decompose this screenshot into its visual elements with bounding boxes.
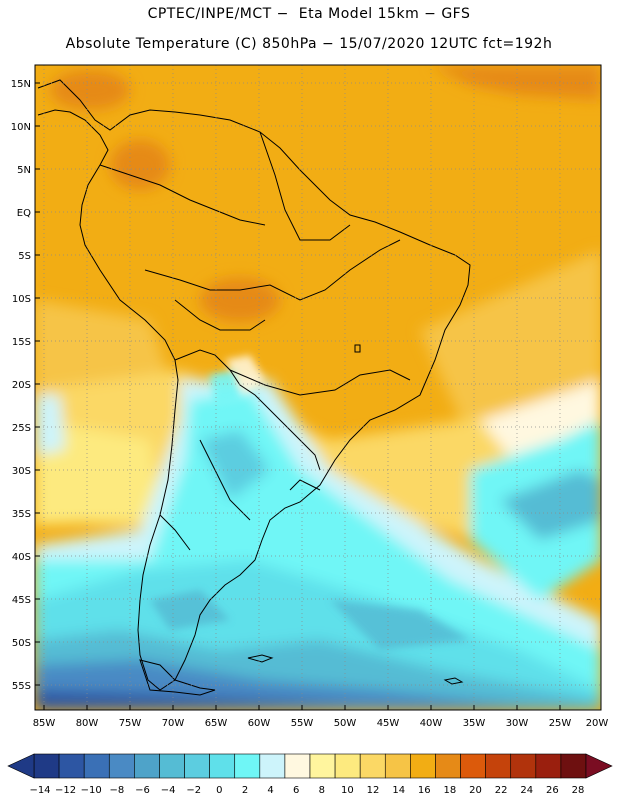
lat-label: 45S [12, 595, 31, 606]
colorbar-label: 12 [367, 785, 380, 796]
colorbar-label: 14 [392, 785, 405, 796]
colorbar-label: −14 [29, 785, 50, 796]
colorbar-label: −4 [161, 785, 176, 796]
map-frame [34, 64, 602, 711]
lat-label: 10S [12, 294, 31, 305]
colorbar-label: 18 [444, 785, 457, 796]
lon-label: 40W [420, 718, 443, 729]
colorbar-label: 24 [520, 785, 533, 796]
colorbar-label: 6 [293, 785, 299, 796]
colorbar-swatch [485, 753, 512, 779]
colorbar-label: 28 [572, 785, 585, 796]
lon-label: 65W [205, 718, 228, 729]
colorbar-swatch [209, 753, 236, 779]
lon-label: 45W [377, 718, 400, 729]
colorbar-labels: −14 −12 −10 −8 −6 −4 −2 0 2 4 6 8 10 12 14 16 18 20 22 24 26… [29, 785, 584, 796]
title-line-1: CPTEC/INPE/MCT − Eta Model 15km − GFS [147, 6, 471, 22]
lat-label: 15S [12, 337, 31, 348]
colorbar-swatch [234, 753, 261, 779]
lat-label: 20S [12, 380, 31, 391]
lon-label: 30W [506, 718, 529, 729]
colorbar-right-arrow [585, 753, 613, 779]
lat-label: 5N [17, 165, 31, 176]
colorbar-label: −12 [55, 785, 76, 796]
colorbar-swatch [33, 753, 60, 779]
lat-label: 50S [12, 638, 31, 649]
colorbar-swatch [184, 753, 210, 779]
lon-label: 55W [291, 718, 314, 729]
colorbar-swatch [384, 753, 411, 779]
colorbar-swatch [259, 753, 286, 779]
colorbar-swatch [83, 753, 110, 779]
lat-label: 5S [18, 251, 31, 262]
colorbar-label: 8 [319, 785, 325, 796]
lat-label: 35S [12, 509, 31, 520]
colorbar-swatch [108, 753, 135, 779]
colorbar-label: −8 [110, 785, 125, 796]
lat-labels: 15N 10N 5N EQ 5S 10S 15S 20S 25S 30S 35S… [11, 79, 31, 692]
colorbar-label: −10 [81, 785, 102, 796]
colorbar-swatch [410, 753, 436, 779]
colorbar-swatch [159, 753, 185, 779]
colorbar-label: −2 [186, 785, 201, 796]
colorbar-swatch [460, 753, 486, 779]
lon-label: 60W [248, 718, 271, 729]
lon-label: 85W [33, 718, 56, 729]
colorbar-swatch [134, 753, 160, 779]
lon-label: 35W [463, 718, 486, 729]
colorbar-left-arrow [7, 753, 35, 779]
lon-labels: 85W 80W 75W 70W 65W 60W 55W 50W 45W 40W … [33, 718, 609, 729]
colorbar-swatch [334, 753, 361, 779]
temperature-field [35, 65, 601, 710]
colorbar-swatch [560, 753, 587, 779]
lon-label: 75W [119, 718, 142, 729]
colorbar-label: 2 [242, 785, 248, 796]
lon-label: 50W [334, 718, 357, 729]
lat-label: 25S [12, 423, 31, 434]
lat-label: 55S [12, 681, 31, 692]
colorbar-label: 10 [341, 785, 354, 796]
colorbar-label: 26 [546, 785, 559, 796]
colorbar-swatch [535, 753, 562, 779]
colorbar-swatch [510, 753, 537, 779]
colorbar-label: 0 [216, 785, 222, 796]
colorbar-label: 16 [418, 785, 431, 796]
lat-label: 10N [11, 122, 31, 133]
title-line-2: Absolute Temperature (C) 850hPa − 15/07/… [65, 36, 553, 52]
lon-label: 80W [76, 718, 99, 729]
coastlines [37, 79, 471, 696]
lat-label: EQ [17, 208, 31, 219]
lat-label: 30S [12, 466, 31, 477]
colorbar-swatch [435, 753, 461, 779]
colorbar-swatch [284, 753, 311, 779]
lon-label: 25W [549, 718, 572, 729]
colorbar [7, 753, 613, 779]
colorbar-swatch [359, 753, 386, 779]
lat-label: 15N [11, 79, 31, 90]
colorbar-swatch [309, 753, 336, 779]
colorbar-label: 4 [267, 785, 273, 796]
axis-ticks [35, 82, 561, 710]
colorbar-label: −6 [135, 785, 150, 796]
lon-label: 70W [162, 718, 185, 729]
colorbar-label: 22 [495, 785, 508, 796]
lat-label: 40S [12, 552, 31, 563]
colorbar-swatch [58, 753, 85, 779]
colorbar-label: 20 [469, 785, 482, 796]
lon-label: 20W [586, 718, 609, 729]
